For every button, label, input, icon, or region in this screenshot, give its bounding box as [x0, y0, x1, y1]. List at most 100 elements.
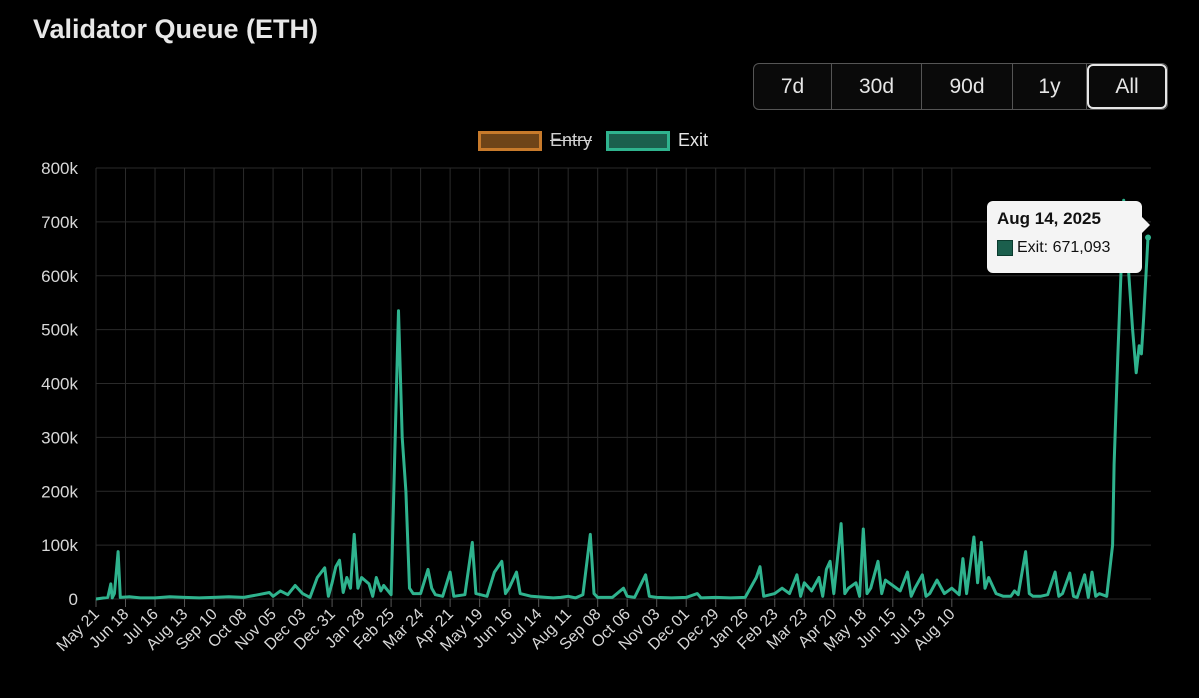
data-point-exit: [728, 596, 732, 600]
y-tick-label: 700k: [41, 213, 78, 232]
data-point-exit: [950, 586, 954, 590]
data-point-exit: [1127, 274, 1131, 278]
data-point-exit: [183, 595, 187, 599]
data-point-exit: [588, 532, 592, 536]
data-point-exit: [773, 592, 777, 596]
range-button-all[interactable]: All: [1087, 64, 1167, 109]
data-point-exit: [1111, 543, 1115, 547]
data-point-exit: [1075, 595, 1079, 599]
data-point-exit: [802, 581, 806, 585]
data-point-exit: [622, 586, 626, 590]
data-point-exit: [832, 592, 836, 596]
data-point-exit: [308, 595, 312, 599]
data-point-exit: [913, 586, 917, 590]
series-line-exit: [95, 198, 1150, 601]
y-tick-label: 0: [69, 590, 78, 609]
range-button-1y[interactable]: 1y: [1013, 64, 1087, 109]
data-point-exit: [858, 594, 862, 598]
y-tick-label: 200k: [41, 482, 78, 501]
data-point-exit: [267, 591, 271, 595]
data-point-exit: [824, 567, 828, 571]
data-point-exit: [695, 592, 699, 596]
data-point-exit: [326, 594, 330, 598]
data-point-exit: [843, 592, 847, 596]
data-point-exit: [1094, 594, 1098, 598]
data-point-exit: [574, 596, 578, 600]
legend-swatch-exit: [606, 130, 671, 151]
data-point-exit: [352, 532, 356, 536]
data-point-exit: [1131, 328, 1135, 332]
range-button-90d[interactable]: 90d: [922, 64, 1013, 109]
data-point-exit: [906, 570, 910, 574]
data-point-exit: [515, 570, 519, 574]
legend-swatch-entry: [478, 130, 542, 151]
data-point-exit: [821, 594, 825, 598]
data-point-exit: [839, 522, 843, 526]
data-point-exit: [762, 594, 766, 598]
data-point-exit: [301, 592, 305, 596]
data-point-exit: [349, 586, 353, 590]
data-point-exit: [1046, 593, 1050, 597]
tooltip-row: Exit: 671,093: [997, 239, 1132, 257]
data-point-exit: [1027, 592, 1031, 596]
chart-legend: Entry Exit: [478, 130, 708, 151]
data-point-exit: [647, 594, 651, 598]
data-point-exit: [644, 573, 648, 577]
data-point-exit: [596, 595, 600, 599]
y-tick-label: 100k: [41, 536, 78, 555]
data-point-exit: [379, 589, 383, 593]
legend-label-exit: Exit: [678, 130, 709, 150]
data-point-exit: [315, 575, 319, 579]
data-point-exit: [961, 557, 965, 561]
data-point-exit: [1083, 573, 1087, 577]
data-point-exit: [507, 586, 511, 590]
data-point-exit: [1057, 594, 1061, 598]
data-point-exit: [168, 595, 172, 599]
data-point-exit: [1072, 594, 1076, 598]
data-point-exit: [197, 596, 201, 600]
data-point-exit: [227, 595, 231, 599]
hovered-point-exit: [1145, 234, 1152, 241]
tooltip-swatch-exit: [997, 240, 1013, 256]
data-point-exit: [957, 593, 961, 597]
legend-item-entry[interactable]: Entry: [478, 130, 592, 151]
data-point-exit: [976, 581, 980, 585]
data-point-exit: [500, 559, 504, 563]
data-point-exit: [1038, 594, 1042, 598]
data-point-exit: [592, 592, 596, 596]
data-point-exit: [419, 592, 423, 596]
data-point-exit: [474, 592, 478, 596]
data-point-exit: [828, 559, 832, 563]
chart-tooltip: Aug 14, 2025 Exit: 671,093: [987, 201, 1150, 273]
range-button-30d[interactable]: 30d: [832, 64, 922, 109]
data-point-exit: [374, 575, 378, 579]
data-point-exit: [865, 592, 869, 596]
y-tick-label: 500k: [41, 321, 78, 340]
data-point-exit: [880, 592, 884, 596]
y-tick-label: 400k: [41, 375, 78, 394]
data-point-exit: [965, 592, 969, 596]
data-point-exit: [610, 595, 614, 599]
data-point-exit: [714, 595, 718, 599]
data-point-exit: [758, 565, 762, 569]
data-point-exit: [138, 596, 142, 600]
data-point-exit: [341, 591, 345, 595]
data-point-exit: [337, 558, 341, 562]
data-point-exit: [1024, 550, 1028, 554]
data-point-exit: [780, 586, 784, 590]
data-point-exit: [360, 575, 364, 579]
data-point-exit: [1105, 594, 1109, 598]
data-point-exit: [463, 593, 467, 597]
data-point-exit: [942, 592, 946, 596]
legend-item-exit[interactable]: Exit: [606, 130, 708, 151]
data-point-exit: [116, 550, 120, 554]
data-point-exit: [503, 592, 507, 596]
data-point-exit: [1139, 352, 1143, 356]
range-button-7d[interactable]: 7d: [754, 64, 832, 109]
data-point-exit: [441, 594, 445, 598]
data-point-exit: [544, 595, 548, 599]
page-title: Validator Queue (ETH): [33, 14, 319, 44]
data-point-exit: [1009, 594, 1013, 598]
data-point-exit: [633, 595, 637, 599]
